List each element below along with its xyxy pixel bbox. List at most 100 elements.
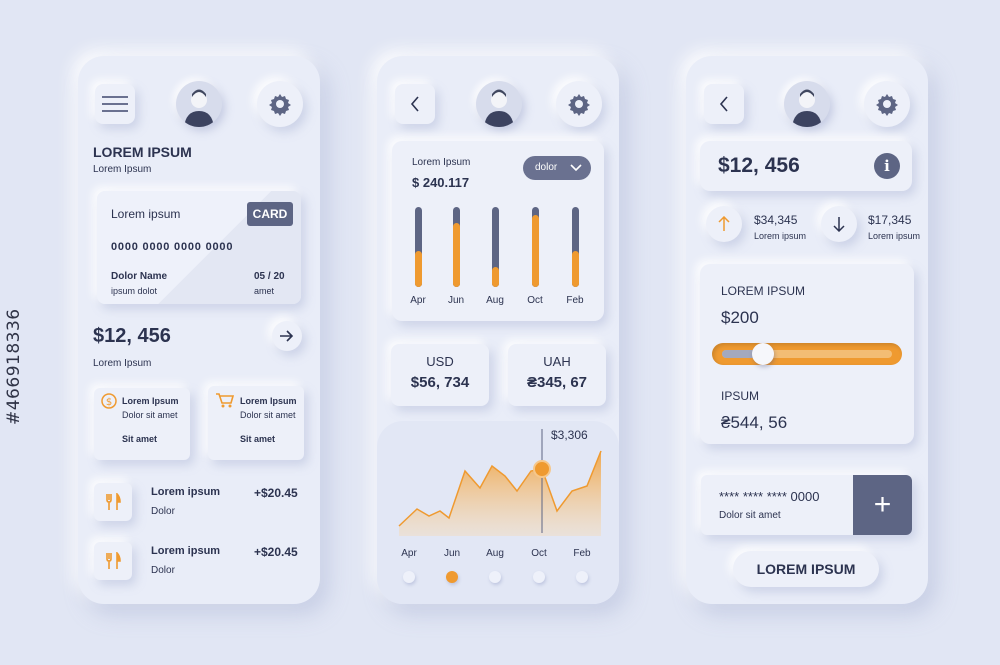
back-button[interactable] bbox=[395, 84, 435, 124]
page-subtitle: Lorem Ipsum bbox=[93, 164, 152, 175]
chevron-down-icon bbox=[570, 164, 582, 172]
tile-cart[interactable]: Lorem Ipsum Dolor sit amet Sit amet bbox=[208, 386, 304, 460]
area-chart-panel: $3,306 Apr Jun Aug Oct Feb bbox=[377, 421, 619, 604]
list-item[interactable]: Lorem ipsum Dolor +$20.45 bbox=[94, 540, 304, 584]
cutlery-icon bbox=[106, 552, 121, 569]
currency-code: USD bbox=[426, 354, 454, 369]
card-label: Lorem ipsum bbox=[111, 207, 181, 221]
card-expiry: 05 / 20 bbox=[254, 271, 285, 282]
currency-value: $56, 734 bbox=[410, 374, 470, 391]
settings-button[interactable] bbox=[556, 81, 602, 127]
transaction-icon-box bbox=[94, 483, 132, 521]
add-card-button[interactable]: + bbox=[853, 475, 912, 535]
balance-value: $12, 456 bbox=[718, 154, 800, 177]
tile-foot: Sit amet bbox=[240, 434, 276, 444]
user-avatar-icon bbox=[184, 89, 214, 127]
menu-button[interactable] bbox=[95, 84, 135, 124]
bar-oct[interactable] bbox=[532, 215, 539, 287]
income-label: Lorem ipsum bbox=[754, 231, 807, 241]
tile-line: Dolor sit amet bbox=[240, 410, 296, 420]
area-chart bbox=[398, 429, 602, 536]
tile-title: Lorem Ipsum bbox=[240, 396, 297, 406]
card-badge: CARD bbox=[247, 202, 293, 226]
settings-button[interactable] bbox=[257, 81, 303, 127]
period-dropdown[interactable]: dolor bbox=[523, 156, 591, 180]
back-button[interactable] bbox=[704, 84, 744, 124]
tile-line: Dolor sit amet bbox=[122, 410, 178, 420]
transaction-title: Lorem ipsum bbox=[151, 486, 221, 498]
bar-jun[interactable] bbox=[453, 223, 460, 287]
area-line bbox=[398, 450, 602, 527]
outcome-label: Lorem ipsum bbox=[868, 231, 921, 241]
arrow-right-icon bbox=[280, 330, 294, 342]
user-avatar-icon bbox=[792, 89, 822, 127]
tile-title: Lorem Ipsum bbox=[122, 396, 179, 406]
settings-button[interactable] bbox=[864, 81, 910, 127]
slider-track bbox=[722, 350, 892, 358]
page-dot[interactable] bbox=[446, 571, 458, 583]
watermark-text: #466918336 bbox=[4, 308, 24, 425]
info-button[interactable]: i bbox=[874, 153, 900, 179]
card-holder-sub: ipsum dolot bbox=[111, 286, 158, 296]
card-expiry-sub: amet bbox=[254, 286, 275, 296]
area-x-label: Oct bbox=[531, 548, 547, 559]
user-avatar-icon bbox=[484, 89, 514, 127]
avatar[interactable] bbox=[176, 81, 222, 127]
page-dot[interactable] bbox=[533, 571, 545, 583]
outcome-button[interactable] bbox=[821, 206, 857, 242]
transaction-sub: Dolor bbox=[151, 565, 175, 576]
page-dot[interactable] bbox=[576, 571, 588, 583]
bar-label: Aug bbox=[486, 295, 504, 306]
area-x-label: Jun bbox=[443, 548, 461, 559]
balance-label: Lorem Ipsum bbox=[93, 358, 152, 369]
marker-label: $3,306 bbox=[551, 428, 588, 442]
info-icon: i bbox=[884, 157, 890, 175]
submit-button[interactable]: LOREM IPSUM bbox=[733, 551, 879, 587]
plus-icon: + bbox=[873, 488, 892, 521]
list-item[interactable]: Lorem ipsum Dolor +$20.45 bbox=[94, 481, 304, 525]
page-title: LOREM IPSUM bbox=[93, 144, 192, 160]
page-dot[interactable] bbox=[403, 571, 415, 583]
currency-usd[interactable]: USD $56, 734 bbox=[391, 344, 489, 406]
hamburger-icon bbox=[102, 96, 128, 112]
svg-text:$: $ bbox=[106, 397, 112, 408]
page-dot[interactable] bbox=[489, 571, 501, 583]
area-x-label: Aug bbox=[486, 548, 504, 559]
saved-card[interactable]: **** **** **** 0000 Dolor sit amet + bbox=[701, 475, 912, 535]
card-number: 0000 0000 0000 0000 bbox=[111, 241, 234, 253]
sub-title: IPSUM bbox=[721, 389, 760, 403]
card-holder: Dolor Name bbox=[111, 271, 168, 282]
avatar[interactable] bbox=[784, 81, 830, 127]
bar-apr[interactable] bbox=[415, 251, 422, 287]
tile-foot: Sit amet bbox=[122, 434, 158, 444]
card-number: **** **** **** 0000 bbox=[719, 489, 820, 504]
bar-aug[interactable] bbox=[492, 267, 499, 287]
bar-label: Oct bbox=[527, 295, 543, 306]
amount-slider[interactable] bbox=[712, 343, 902, 365]
amount-value: $200 bbox=[721, 308, 759, 327]
transaction-sub: Dolor bbox=[151, 506, 175, 517]
currency-value: ₴345, 67 bbox=[526, 374, 588, 391]
bar-feb[interactable] bbox=[572, 251, 579, 287]
slider-fill bbox=[722, 350, 756, 358]
phone-screen-analytics: Lorem Ipsum $ 240.117 dolor Apr Jun Aug Oct… bbox=[377, 56, 619, 604]
gear-icon bbox=[568, 94, 590, 116]
gear-icon bbox=[876, 94, 898, 116]
slider-handle[interactable] bbox=[752, 343, 774, 365]
credit-card[interactable]: Lorem ipsum CARD 0000 0000 0000 0000 Dol… bbox=[97, 191, 301, 304]
tile-coin[interactable]: $ Lorem Ipsum Dolor sit amet Sit amet bbox=[94, 388, 190, 460]
bar-track bbox=[492, 207, 499, 287]
marker-point[interactable] bbox=[533, 460, 551, 478]
bar-label: Apr bbox=[410, 295, 426, 306]
balance-forward-button[interactable] bbox=[272, 321, 302, 351]
income-button[interactable] bbox=[706, 206, 742, 242]
outcome-value: $17,345 bbox=[868, 213, 912, 227]
sub-value: ₴544, 56 bbox=[721, 413, 788, 432]
arrow-up-icon bbox=[718, 216, 730, 231]
avatar[interactable] bbox=[476, 81, 522, 127]
balance-panel: $12, 456 i bbox=[700, 141, 912, 191]
transfer-panel: LOREM IPSUM $200 IPSUM ₴544, 56 bbox=[700, 264, 914, 444]
currency-uah[interactable]: UAH ₴345, 67 bbox=[508, 344, 606, 406]
transaction-amount: +$20.45 bbox=[254, 545, 298, 559]
bar-track bbox=[572, 207, 579, 287]
